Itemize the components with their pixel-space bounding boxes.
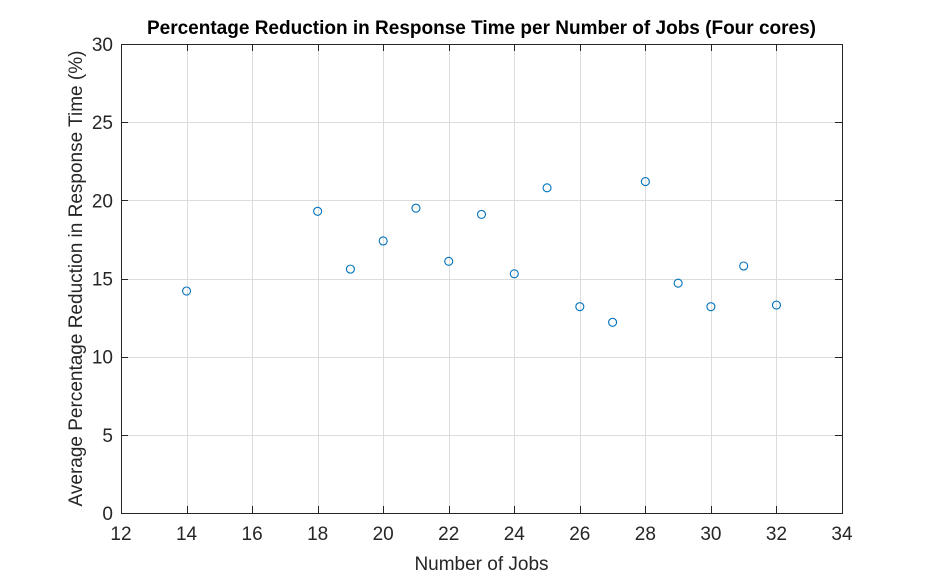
x-tick-label: 34	[831, 524, 853, 545]
x-tick-label: 30	[700, 524, 721, 545]
ticks: 12 14 16 18 20 22 24 26 28 30 32 34 0 5 10 15 20 25 30	[92, 35, 853, 545]
x-tick-label: 26	[569, 524, 590, 545]
x-tick-label: 28	[635, 524, 656, 545]
data-series	[181, 177, 782, 327]
x-tick-label: 20	[373, 524, 394, 545]
data-point	[378, 236, 388, 246]
data-point	[542, 183, 552, 193]
data-point	[181, 286, 192, 296]
x-tick-label: 22	[438, 524, 459, 545]
data-point	[411, 203, 421, 213]
data-point	[739, 261, 749, 271]
y-tick-label: 15	[92, 270, 113, 291]
data-point	[608, 317, 618, 327]
x-tick-label: 16	[242, 524, 263, 545]
data-point	[575, 302, 585, 312]
data-point	[476, 209, 487, 219]
y-axis-label: Average Percentage Reduction in Response…	[66, 51, 87, 507]
data-point	[706, 302, 716, 312]
data-point	[345, 264, 355, 274]
x-tick-label: 14	[176, 524, 198, 545]
y-tick-label: 0	[102, 504, 113, 525]
y-tick-label: 30	[92, 35, 113, 56]
data-point	[673, 278, 683, 288]
x-axis-label: Number of Jobs	[414, 554, 548, 575]
x-tick-label: 32	[766, 524, 787, 545]
data-point	[509, 269, 519, 279]
chart-title: Percentage Reduction in Response Time pe…	[147, 18, 816, 39]
x-tick-label: 18	[307, 524, 328, 545]
y-tick-label: 5	[102, 426, 113, 447]
x-tick-label: 24	[504, 524, 526, 545]
data-point	[771, 300, 782, 310]
x-tick-label: 12	[110, 524, 131, 545]
data-point	[640, 177, 650, 187]
y-tick-label: 10	[92, 348, 113, 369]
y-tick-label: 20	[92, 191, 113, 212]
data-point	[444, 256, 454, 266]
y-tick-label: 25	[92, 113, 113, 134]
data-point	[313, 206, 323, 216]
